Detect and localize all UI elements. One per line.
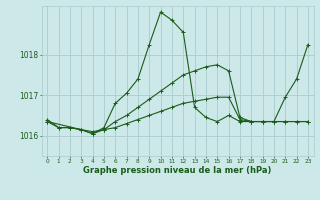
X-axis label: Graphe pression niveau de la mer (hPa): Graphe pression niveau de la mer (hPa) — [84, 166, 272, 175]
